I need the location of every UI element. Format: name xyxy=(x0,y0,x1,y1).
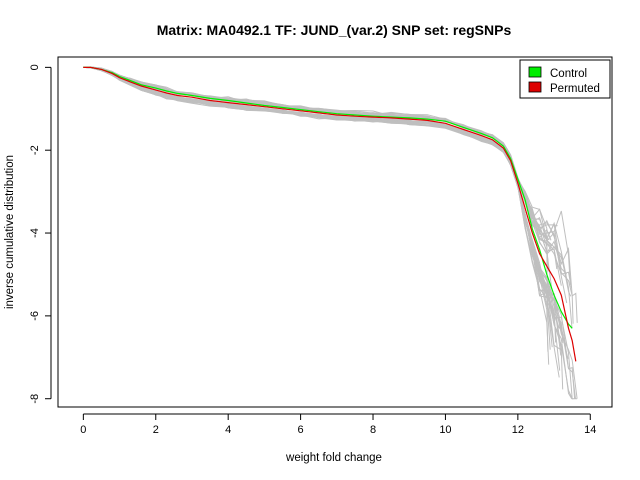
y-axis: 0 -2 -4 -6 -8 xyxy=(29,64,52,404)
x-tick-label: 2 xyxy=(153,424,159,436)
y-tick-label: -8 xyxy=(29,394,41,404)
y-tick-label: -2 xyxy=(29,145,41,155)
y-tick-label: 0 xyxy=(29,64,41,70)
series-line-permuted xyxy=(83,66,577,362)
permutation-line xyxy=(83,66,554,317)
y-axis-label: inverse cumulative distribution xyxy=(4,155,16,309)
x-tick-label: 12 xyxy=(512,424,524,436)
legend: Control Permuted xyxy=(519,59,611,99)
series-line-control xyxy=(83,66,573,329)
x-tick-label: 4 xyxy=(225,424,231,436)
y-tick-label: -6 xyxy=(29,311,41,321)
series-lines xyxy=(83,66,577,362)
x-tick-label: 14 xyxy=(584,424,596,436)
x-tick-label: 0 xyxy=(80,424,86,436)
x-axis: 0 2 4 6 8 10 12 14 xyxy=(80,413,596,436)
legend-label-permuted: Permuted xyxy=(550,83,600,95)
plot-frame xyxy=(57,56,613,408)
permutation-band-lines xyxy=(83,66,578,400)
x-tick-label: 6 xyxy=(298,424,304,436)
x-tick-label: 8 xyxy=(370,424,376,436)
x-axis-label: weight fold change xyxy=(285,452,382,464)
y-tick-label: -4 xyxy=(29,228,41,238)
legend-label-control: Control xyxy=(550,68,587,80)
x-tick-label: 10 xyxy=(439,424,451,436)
legend-swatch-permuted xyxy=(528,81,542,93)
legend-swatch-control xyxy=(528,66,542,78)
chart-title: Matrix: MA0492.1 TF: JUND_(var.2) SNP se… xyxy=(157,22,512,38)
